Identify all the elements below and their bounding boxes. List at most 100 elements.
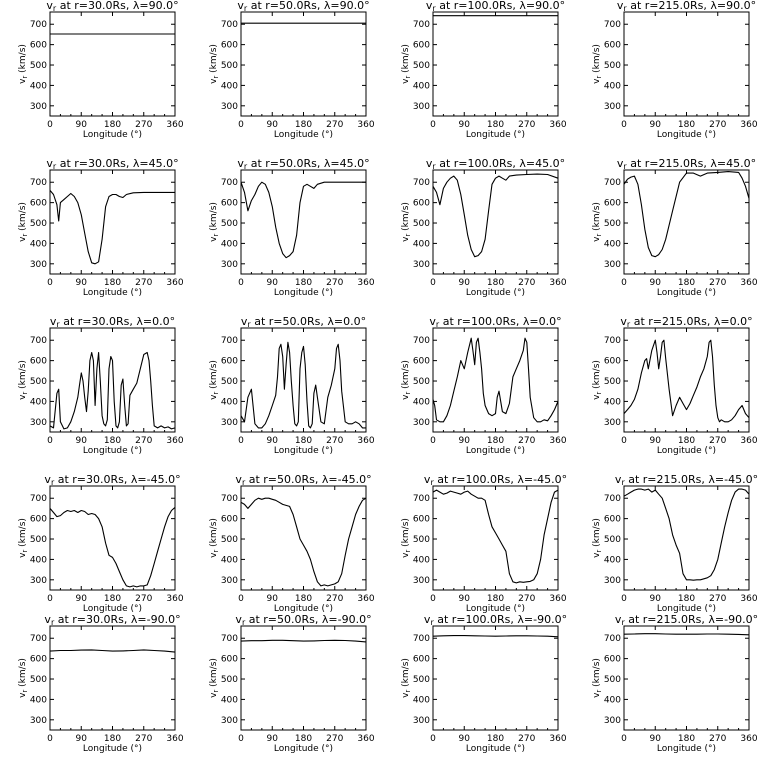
x-tick-label: 270 [326,436,343,446]
x-tick-label: 90 [76,594,88,604]
x-tick-label: 270 [135,120,152,130]
y-axis-label: vr (km/s) [209,518,220,558]
x-tick-label: 0 [238,734,244,744]
x-tick-label: 90 [459,594,471,604]
panel-title: vr at r=100.0Rs, λ=0.0° [429,315,561,329]
y-axis-label: vr (km/s) [401,360,412,400]
y-tick-label: 700 [221,634,238,644]
x-tick-label: 90 [459,120,471,130]
panel-title: vr at r=50.0Rs, λ=0.0° [241,315,366,329]
x-axis-label: Longitude (°) [274,130,333,140]
y-tick-label: 400 [413,239,430,249]
x-axis-label: Longitude (°) [657,130,716,140]
x-tick-label: 0 [430,278,436,288]
y-tick-label: 400 [30,555,47,565]
y-tick-label: 400 [604,81,621,91]
y-tick-label: 600 [221,357,238,367]
x-tick-label: 180 [104,436,121,446]
x-tick-label: 360 [357,278,374,288]
x-tick-label: 0 [238,278,244,288]
y-tick-label: 500 [30,377,47,387]
series-line [432,173,559,258]
y-tick-label: 400 [604,695,621,705]
plot-frame [623,11,750,117]
plot-frame [49,11,176,117]
chart-panel: vr at r=215.0Rs, λ=-90.0° 0 90 180 270 360 300… [592,613,758,754]
x-axis-label: Longitude (°) [274,446,333,456]
panel-title: vr at r=50.0Rs, λ=45.0° [237,157,369,171]
x-tick-label: 0 [621,594,627,604]
y-tick-label: 700 [30,634,47,644]
x-tick-label: 0 [430,594,436,604]
x-tick-label: 360 [166,436,183,446]
panel-title: vr at r=215.0Rs, λ=-45.0° [615,473,758,487]
chart-panel: vr at r=30.0Rs, λ=90.0° 0 90 180 270 360 300 40… [18,0,184,140]
y-tick-label: 500 [221,675,238,685]
y-tick-label: 600 [30,357,47,367]
chart-panel: vr at r=30.0Rs, λ=-45.0° 0 90 180 270 360 300 4… [18,473,184,614]
x-tick-label: 0 [238,436,244,446]
x-tick-label: 180 [295,120,312,130]
y-tick-label: 600 [604,515,621,525]
x-tick-label: 0 [47,734,53,744]
y-tick-label: 600 [413,41,430,51]
chart-panel: vr at r=100.0Rs, λ=0.0° 0 90 180 270 360 300 40… [401,315,567,456]
x-axis-label: Longitude (°) [657,604,716,614]
x-tick-label: 360 [549,278,566,288]
y-axis-label: vr (km/s) [209,658,220,698]
panel-title: vr at r=30.0Rs, λ=45.0° [46,157,178,171]
y-axis-label: vr (km/s) [18,518,29,558]
y-axis-label: vr (km/s) [18,202,29,242]
panel-title: vr at r=50.0Rs, λ=90.0° [237,0,369,13]
y-tick-label: 300 [604,576,621,586]
plot-frame [432,625,559,731]
y-tick-label: 500 [604,377,621,387]
panel-title: vr at r=50.0Rs, λ=-90.0° [235,613,371,627]
x-tick-label: 90 [650,278,662,288]
y-tick-label: 400 [604,239,621,249]
y-tick-label: 300 [221,102,238,112]
y-tick-label: 400 [221,81,238,91]
x-tick-label: 90 [76,436,88,446]
x-tick-label: 360 [740,120,757,130]
y-tick-label: 500 [413,535,430,545]
y-tick-label: 600 [221,655,238,665]
y-tick-label: 400 [221,239,238,249]
chart-panel: vr at r=50.0Rs, λ=90.0° 0 90 180 270 360 300 40… [209,0,375,140]
y-tick-label: 500 [221,377,238,387]
x-tick-label: 0 [621,278,627,288]
x-axis-label: Longitude (°) [83,130,142,140]
x-tick-label: 180 [487,120,504,130]
y-tick-label: 300 [604,418,621,428]
y-tick-label: 500 [604,535,621,545]
panel-title: vr at r=30.0Rs, λ=0.0° [50,315,175,329]
plot-frame [49,169,176,275]
chart-panel: vr at r=100.0Rs, λ=45.0° 0 90 180 270 360 300 4… [401,157,567,298]
x-tick-label: 0 [621,436,627,446]
y-tick-label: 300 [413,260,430,270]
x-tick-label: 90 [650,734,662,744]
y-tick-label: 500 [413,219,430,229]
x-tick-label: 180 [487,594,504,604]
series-line [623,633,750,636]
y-tick-label: 700 [604,634,621,644]
panel-title: vr at r=215.0Rs, λ=0.0° [620,315,752,329]
x-tick-label: 360 [166,278,183,288]
x-tick-label: 0 [430,436,436,446]
x-tick-label: 270 [518,120,535,130]
panel-title: vr at r=215.0Rs, λ=-90.0° [615,613,758,627]
panel-title: vr at r=100.0Rs, λ=90.0° [426,0,565,13]
y-tick-label: 700 [413,634,430,644]
x-axis-label: Longitude (°) [657,744,716,754]
series-line [49,351,176,430]
x-tick-label: 360 [357,734,374,744]
y-tick-label: 600 [413,357,430,367]
x-tick-label: 360 [740,594,757,604]
y-tick-label: 300 [413,102,430,112]
y-tick-label: 400 [30,695,47,705]
x-tick-label: 270 [326,120,343,130]
y-tick-label: 300 [30,260,47,270]
y-tick-label: 700 [604,178,621,188]
panel-title: vr at r=215.0Rs, λ=90.0° [617,0,756,13]
